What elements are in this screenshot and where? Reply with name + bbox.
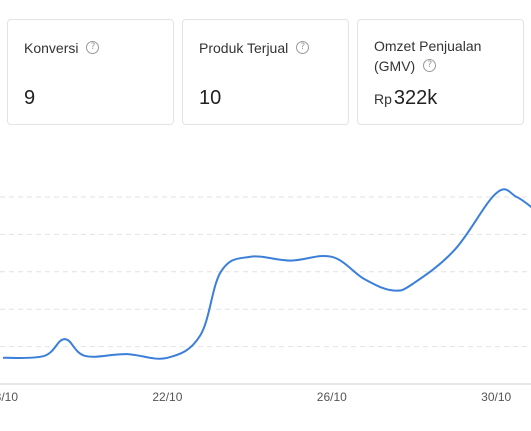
x-tick-label: 18/10 [0, 390, 18, 404]
chart-svg: 18/10 22/10 26/10 30/10 [0, 188, 531, 404]
metric-value-gmv: Rp 322k [374, 86, 437, 111]
metric-card-omzet-gmv: Omzet Penjualan (GMV)? Rp 322k [357, 19, 524, 125]
help-circle-icon[interactable]: ? [86, 41, 100, 55]
sales-line-chart: 18/10 22/10 26/10 30/10 [0, 150, 531, 431]
metric-value-konversi: 9 [24, 87, 36, 109]
x-tick-label: 26/10 [317, 390, 347, 404]
card-title-line2-wrap: (GMV)? [374, 56, 481, 76]
metric-card-produk-terjual: Produk Terjual? 10 [182, 19, 349, 125]
x-tick-label: 30/10 [481, 390, 511, 404]
card-title: Omzet Penjualan (GMV)? [374, 36, 481, 76]
card-title-label: Produk Terjual [199, 40, 289, 56]
card-title-line2: (GMV) [374, 58, 416, 74]
help-circle-icon[interactable]: ? [296, 41, 310, 55]
card-title: Produk Terjual? [199, 38, 310, 58]
gmv-amount: 322k [393, 87, 438, 109]
card-title-label: Konversi [24, 40, 79, 56]
series-line [2, 188, 531, 360]
x-tick-label: 22/10 [152, 390, 182, 404]
card-title: Konversi? [24, 38, 100, 58]
metric-card-konversi: Konversi? 9 [7, 19, 174, 125]
currency-label: Rp [374, 91, 392, 107]
help-circle-icon[interactable]: ? [423, 59, 437, 73]
metric-value-produk-terjual: 10 [199, 87, 222, 109]
card-title-line1: Omzet Penjualan [374, 38, 482, 54]
